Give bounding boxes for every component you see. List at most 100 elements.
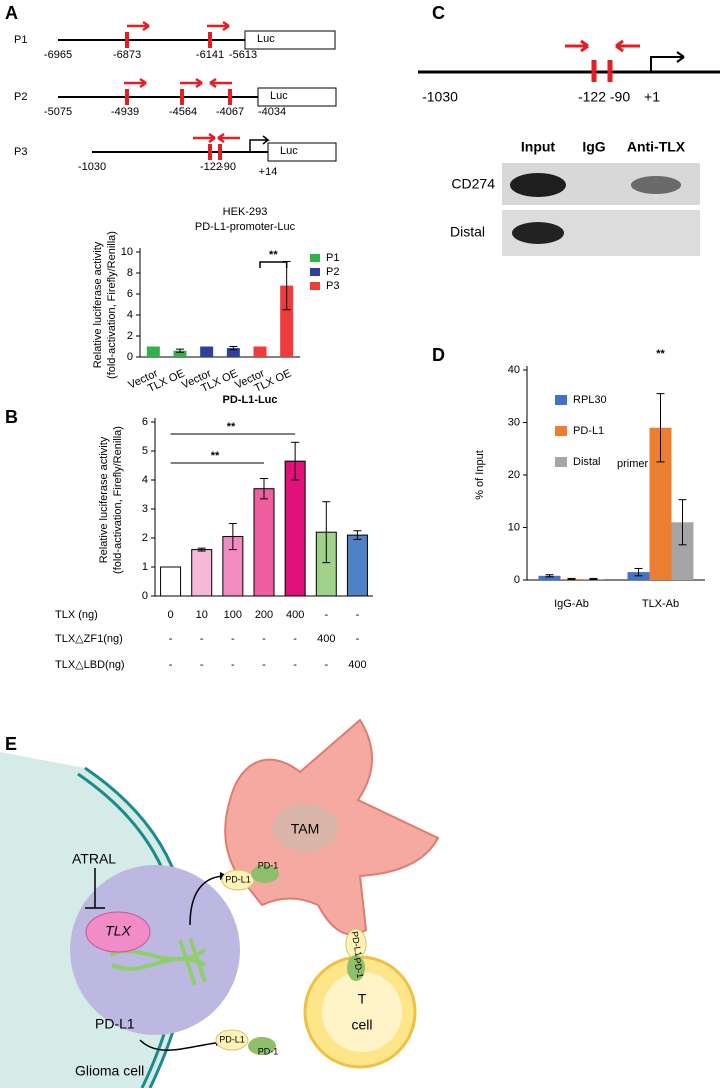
tlx-protein <box>85 911 151 953</box>
tss-arrow <box>650 51 685 72</box>
condition-value: - <box>262 659 266 671</box>
bar <box>191 549 213 597</box>
label: PD-L1 <box>225 874 251 884</box>
chart-title: PD-L1-Luc <box>223 394 278 406</box>
condition-value: - <box>324 609 328 621</box>
condition-value: - <box>169 659 173 671</box>
label: PD-1 <box>258 860 279 870</box>
reporter-label: Luc <box>257 33 275 45</box>
error-bar <box>678 499 687 546</box>
construct-label: P2 <box>14 91 27 103</box>
bar <box>253 346 267 357</box>
y-tick-label: 4 <box>142 474 148 486</box>
panel-label: C <box>432 3 445 23</box>
primer-arrow <box>127 20 150 32</box>
error-bar <box>545 574 554 578</box>
error-bar <box>291 441 300 481</box>
condition-label: TLX△ZF1(ng) <box>55 633 123 645</box>
annotation: primer <box>617 458 649 470</box>
panel-label: B <box>5 407 18 427</box>
bar <box>200 346 214 357</box>
error-bar <box>353 530 362 540</box>
position-label: -122 <box>200 161 222 173</box>
y-tick-label: 0 <box>514 574 520 586</box>
position-label: -90 <box>610 89 630 105</box>
label: T <box>358 991 367 1007</box>
annotation: ** <box>227 421 236 433</box>
reporter-label: Luc <box>270 90 288 102</box>
position-label: -90 <box>220 161 236 173</box>
pd-l1-receptor <box>221 869 255 891</box>
lane-label: Input <box>521 139 556 155</box>
position-label: -4564 <box>169 106 197 118</box>
position-label: +1 <box>644 89 660 105</box>
bar <box>253 488 275 597</box>
nucleus <box>70 865 240 1035</box>
legend-label: PD-L1 <box>573 425 604 437</box>
tss-arrow <box>249 135 271 152</box>
gel-band <box>631 176 681 194</box>
error-bar <box>228 523 237 551</box>
chart-title: HEK-293 <box>223 206 268 218</box>
primer-arrow <box>193 132 216 144</box>
primer-arrow <box>180 77 203 89</box>
pd-1-receptor <box>251 865 279 883</box>
y-tick-label: 6 <box>142 416 148 428</box>
condition-value: 400 <box>317 633 335 645</box>
row-label: Distal <box>450 224 485 240</box>
label: TAM <box>291 821 320 837</box>
y-tick-label: 10 <box>508 521 520 533</box>
chart-title: PD-L1-promoter-Luc <box>195 221 296 233</box>
y-axis-label: (fold-activation, Firefly/Renilla) <box>106 231 118 379</box>
bar <box>146 346 160 357</box>
bar <box>173 350 187 357</box>
y-tick-label: 1 <box>142 561 148 573</box>
panel-label: D <box>432 345 445 365</box>
bar <box>284 460 306 597</box>
legend-swatch <box>555 457 567 467</box>
position-label: -1030 <box>78 161 106 173</box>
dna <box>109 937 207 986</box>
position-label: -1030 <box>422 89 458 105</box>
position-label: -4939 <box>111 106 139 118</box>
pd-1-receptor <box>248 1037 276 1055</box>
y-axis-label: (fold-activation, Firefly/Renilla) <box>112 426 124 574</box>
error-bar <box>656 393 665 463</box>
annotation: ** <box>211 450 220 462</box>
bar <box>346 534 368 597</box>
position-label: -4034 <box>258 106 286 118</box>
error-bar <box>197 547 206 552</box>
condition-value: - <box>293 659 297 671</box>
position-label: -122 <box>578 89 606 105</box>
x-tick-label: IgG-Ab <box>554 598 589 610</box>
error-bar <box>567 577 576 580</box>
label: PD-1 <box>352 957 365 979</box>
primer-arrow <box>124 77 147 89</box>
arrow <box>139 1039 225 1051</box>
y-tick-label: 8 <box>127 267 133 279</box>
condition-value: - <box>200 659 204 671</box>
position-label: -5613 <box>229 49 257 61</box>
label: PD-L1 <box>95 1016 135 1032</box>
pd-l1-receptor <box>215 1029 249 1051</box>
condition-value: - <box>262 633 266 645</box>
position-label: -4067 <box>216 106 244 118</box>
position-label: -6873 <box>113 49 141 61</box>
label: PD-L1 <box>219 1034 245 1044</box>
bar <box>538 575 561 580</box>
legend-swatch <box>555 426 567 436</box>
panel-e-art <box>0 718 440 1088</box>
lane-label: IgG <box>582 139 605 155</box>
condition-value: - <box>231 659 235 671</box>
primer-arrow <box>209 77 232 89</box>
primer-arrow <box>207 20 230 32</box>
primer-arrow <box>615 39 640 53</box>
reporter-box <box>267 142 337 162</box>
t-cell-inner <box>322 972 402 1052</box>
bar <box>226 348 240 357</box>
y-tick-label: 2 <box>142 532 148 544</box>
inhibition <box>85 868 105 909</box>
legend-swatch <box>310 268 320 276</box>
reporter-label: Luc <box>280 145 298 157</box>
